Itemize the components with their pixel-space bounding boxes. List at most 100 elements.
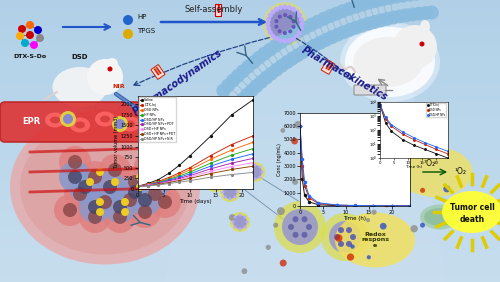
DTX-Inj xyxy=(352,204,358,208)
DSD+HP NPs xyxy=(187,175,193,179)
Circle shape xyxy=(89,186,121,218)
DSD+HP NPs+PDT xyxy=(145,184,151,188)
Circle shape xyxy=(236,92,250,107)
Circle shape xyxy=(270,34,276,39)
DSD/HP NPs xyxy=(388,204,394,208)
Circle shape xyxy=(86,178,94,186)
Circle shape xyxy=(88,200,102,214)
Circle shape xyxy=(403,0,417,2)
Circle shape xyxy=(230,212,250,232)
Y-axis label: Conc (ng/mL): Conc (ng/mL) xyxy=(277,143,282,176)
Circle shape xyxy=(292,216,298,222)
FancyBboxPatch shape xyxy=(354,85,386,95)
DSD/HP NPs+PDT xyxy=(156,182,162,185)
Ellipse shape xyxy=(335,213,415,268)
Ellipse shape xyxy=(420,20,430,34)
Circle shape xyxy=(302,180,308,187)
Circle shape xyxy=(139,178,171,210)
DSD NPs xyxy=(377,103,383,106)
DTX-Inj xyxy=(444,156,450,160)
Circle shape xyxy=(292,25,296,29)
Circle shape xyxy=(372,210,376,215)
Circle shape xyxy=(302,187,308,193)
DSD/HP NPs+NIR xyxy=(187,179,193,182)
DSD+HP NPs+PDT xyxy=(187,177,193,180)
Circle shape xyxy=(343,23,357,37)
Circle shape xyxy=(330,179,335,184)
DSD+HP NPs+PDT xyxy=(156,183,162,186)
Circle shape xyxy=(16,32,24,40)
DTX-Inj xyxy=(306,200,312,204)
DSD NPs xyxy=(407,204,413,208)
Circle shape xyxy=(282,39,288,43)
DSD/HP NPs+PDT xyxy=(187,174,193,177)
DSD NPs xyxy=(433,148,440,151)
DSD/HP NPs xyxy=(306,194,312,198)
Circle shape xyxy=(392,9,406,23)
DTX-Inj xyxy=(176,171,182,175)
Circle shape xyxy=(280,31,294,45)
DSD/HP NPs xyxy=(228,158,234,161)
Line: DSD/HP NPs: DSD/HP NPs xyxy=(299,125,411,207)
Circle shape xyxy=(36,34,44,42)
Text: ¹O₂: ¹O₂ xyxy=(454,168,466,177)
Circle shape xyxy=(129,196,161,228)
Circle shape xyxy=(208,176,212,179)
DTX-Inj xyxy=(388,129,394,133)
Circle shape xyxy=(60,111,76,127)
Ellipse shape xyxy=(70,118,90,133)
Circle shape xyxy=(139,166,171,198)
DSD NPs xyxy=(134,185,140,188)
Circle shape xyxy=(208,186,212,188)
DSD+HP NPs+PDT xyxy=(250,165,256,168)
Circle shape xyxy=(228,184,232,186)
Circle shape xyxy=(369,0,383,8)
Saline xyxy=(145,182,151,185)
Circle shape xyxy=(318,130,324,136)
Circle shape xyxy=(360,169,366,175)
Circle shape xyxy=(228,197,232,201)
Wedge shape xyxy=(165,21,450,282)
Circle shape xyxy=(302,216,308,222)
Circle shape xyxy=(376,0,390,6)
Circle shape xyxy=(138,193,152,207)
Circle shape xyxy=(292,138,298,144)
Circle shape xyxy=(364,175,370,181)
DSD NPs xyxy=(187,168,193,171)
HP NPs xyxy=(166,178,172,181)
Circle shape xyxy=(234,215,236,219)
Circle shape xyxy=(299,26,304,31)
Circle shape xyxy=(88,210,102,224)
Ellipse shape xyxy=(340,22,440,102)
Circle shape xyxy=(208,175,222,189)
Circle shape xyxy=(291,36,296,41)
Text: I: I xyxy=(216,5,220,15)
Circle shape xyxy=(420,41,424,47)
Circle shape xyxy=(302,232,308,238)
Circle shape xyxy=(282,5,288,10)
DSD/HP NPs+NIR xyxy=(134,185,140,188)
Circle shape xyxy=(316,152,320,156)
Circle shape xyxy=(244,215,246,219)
DTX-Inj xyxy=(297,124,303,128)
Circle shape xyxy=(362,17,376,31)
Ellipse shape xyxy=(45,113,65,127)
Circle shape xyxy=(317,12,331,26)
Circle shape xyxy=(59,146,91,178)
Circle shape xyxy=(242,268,248,274)
Circle shape xyxy=(367,255,371,259)
HP NPs xyxy=(208,161,214,165)
Circle shape xyxy=(292,24,306,38)
DSD+HP NPs+PDT xyxy=(166,181,172,184)
Circle shape xyxy=(274,25,278,29)
DSD NPs xyxy=(145,183,151,186)
Saline xyxy=(228,113,234,117)
Circle shape xyxy=(287,5,292,10)
Circle shape xyxy=(119,176,151,208)
Circle shape xyxy=(288,224,294,230)
Text: II: II xyxy=(152,66,164,78)
Circle shape xyxy=(305,168,310,173)
DSD/HP NPs+NIR xyxy=(156,183,162,187)
DSD+HP NPs+PDT xyxy=(228,168,234,171)
Circle shape xyxy=(244,83,258,98)
